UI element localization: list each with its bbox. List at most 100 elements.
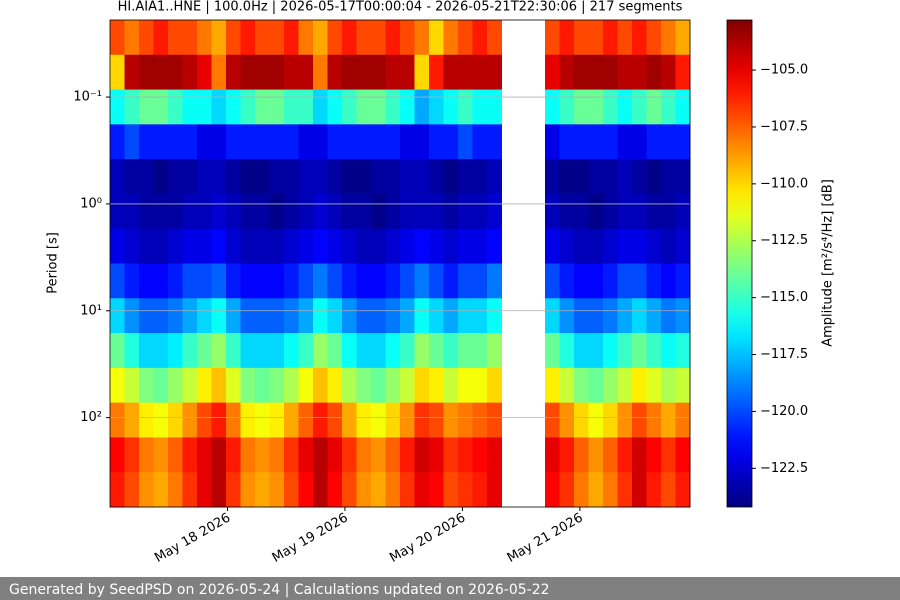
heatmap-cell — [284, 89, 299, 125]
heatmap-cell — [342, 193, 357, 230]
heatmap-cell — [472, 472, 488, 508]
heatmap-cell — [371, 263, 386, 299]
heatmap-cell — [574, 193, 589, 230]
heatmap-cell — [487, 402, 502, 438]
heatmap-cell — [110, 89, 125, 125]
heatmap-cell — [356, 472, 372, 508]
heatmap-cell — [559, 89, 575, 125]
heatmap-cell — [153, 54, 169, 91]
heatmap-cell — [298, 54, 314, 91]
heatmap-cell — [429, 20, 444, 56]
heatmap-cell — [414, 89, 430, 125]
heatmap-cell — [458, 159, 473, 195]
heatmap-cell — [168, 159, 183, 195]
heatmap-cell — [226, 367, 241, 404]
heatmap-cell — [255, 333, 270, 369]
heatmap-cell — [139, 402, 154, 438]
heatmap-cell — [327, 89, 343, 125]
heatmap-cell — [197, 228, 212, 264]
heatmap-cell — [153, 193, 169, 230]
heatmap-cell — [400, 159, 415, 195]
heatmap-cell — [487, 228, 502, 264]
heatmap-cell — [298, 402, 314, 438]
heatmap-cell — [371, 437, 386, 473]
heatmap-cell — [211, 402, 227, 438]
heatmap-cell — [603, 263, 618, 299]
heatmap-cell — [646, 333, 662, 369]
heatmap-cell — [675, 193, 691, 230]
plot-frame — [109, 19, 691, 508]
heatmap-cell — [574, 437, 589, 473]
heatmap-cell — [545, 193, 560, 230]
heatmap-cell — [661, 124, 676, 160]
heatmap-cell — [284, 298, 299, 334]
heatmap-cell — [153, 89, 169, 125]
heatmap-cell — [458, 472, 473, 508]
heatmap-cell — [197, 124, 212, 160]
heatmap-cell — [255, 263, 270, 299]
heatmap-cell — [414, 20, 430, 56]
heatmap-cell — [559, 402, 575, 438]
heatmap-cell — [153, 228, 169, 264]
heatmap-cell — [240, 333, 256, 369]
heatmap-cell — [414, 124, 430, 160]
heatmap-cell — [661, 472, 676, 508]
heatmap-cell — [487, 124, 502, 160]
heatmap-cell — [632, 159, 647, 195]
heatmap-cell — [617, 159, 633, 195]
heatmap-cell — [632, 472, 647, 508]
heatmap-cell — [617, 472, 633, 508]
heatmap-cell — [139, 472, 154, 508]
heatmap-cell — [153, 298, 169, 334]
heatmap-cell — [110, 54, 125, 91]
colorbar-tick-label: −115.0 — [760, 290, 808, 305]
heatmap-cell — [661, 263, 676, 299]
chart-title: HI.AIA1..HNE | 100.0Hz | 2026-05-17T00:0… — [118, 0, 683, 15]
heatmap-cell — [603, 193, 618, 230]
heatmap-cell — [255, 54, 270, 91]
heatmap-cell — [632, 333, 647, 369]
heatmap-cell — [661, 437, 676, 473]
heatmap-cell — [487, 437, 502, 473]
heatmap-cell — [661, 20, 676, 56]
heatmap-cell — [124, 228, 140, 264]
heatmap-cell — [110, 228, 125, 264]
heatmap-cell — [240, 193, 256, 230]
heatmap-cell — [632, 193, 647, 230]
heatmap-cell — [255, 228, 270, 264]
heatmap-cell — [269, 89, 285, 125]
heatmap-cell — [675, 367, 691, 404]
heatmap-cell — [588, 402, 604, 438]
y-tick-label: 10¹ — [80, 303, 102, 318]
heatmap-cell — [414, 472, 430, 508]
heatmap-cell — [240, 402, 256, 438]
heatmap-cell — [414, 263, 430, 299]
heatmap-cell — [458, 228, 473, 264]
heatmap-cell — [342, 20, 357, 56]
heatmap-cell — [342, 402, 357, 438]
heatmap-cell — [443, 437, 459, 473]
heatmap-cell — [429, 54, 444, 91]
heatmap-cell — [487, 159, 502, 195]
heatmap-cell — [414, 228, 430, 264]
heatmap-cell — [588, 89, 604, 125]
heatmap-cell — [269, 472, 285, 508]
heatmap-cell — [487, 193, 502, 230]
heatmap-cell — [371, 228, 386, 264]
heatmap-cell — [153, 20, 169, 56]
heatmap-cell — [124, 263, 140, 299]
heatmap-cell — [400, 402, 415, 438]
heatmap-cell — [124, 367, 140, 404]
heatmap-cell — [269, 54, 285, 91]
heatmap-cell — [240, 472, 256, 508]
heatmap-cell — [385, 367, 401, 404]
heatmap-cell — [327, 367, 343, 404]
heatmap-cell — [298, 333, 314, 369]
heatmap-cell — [675, 402, 691, 438]
heatmap-cell — [429, 367, 444, 404]
heatmap-cell — [284, 159, 299, 195]
heatmap-cell — [385, 89, 401, 125]
x-tick-label: May 20 2026 — [387, 511, 468, 566]
heatmap-cell — [342, 159, 357, 195]
heatmap-cell — [211, 472, 227, 508]
